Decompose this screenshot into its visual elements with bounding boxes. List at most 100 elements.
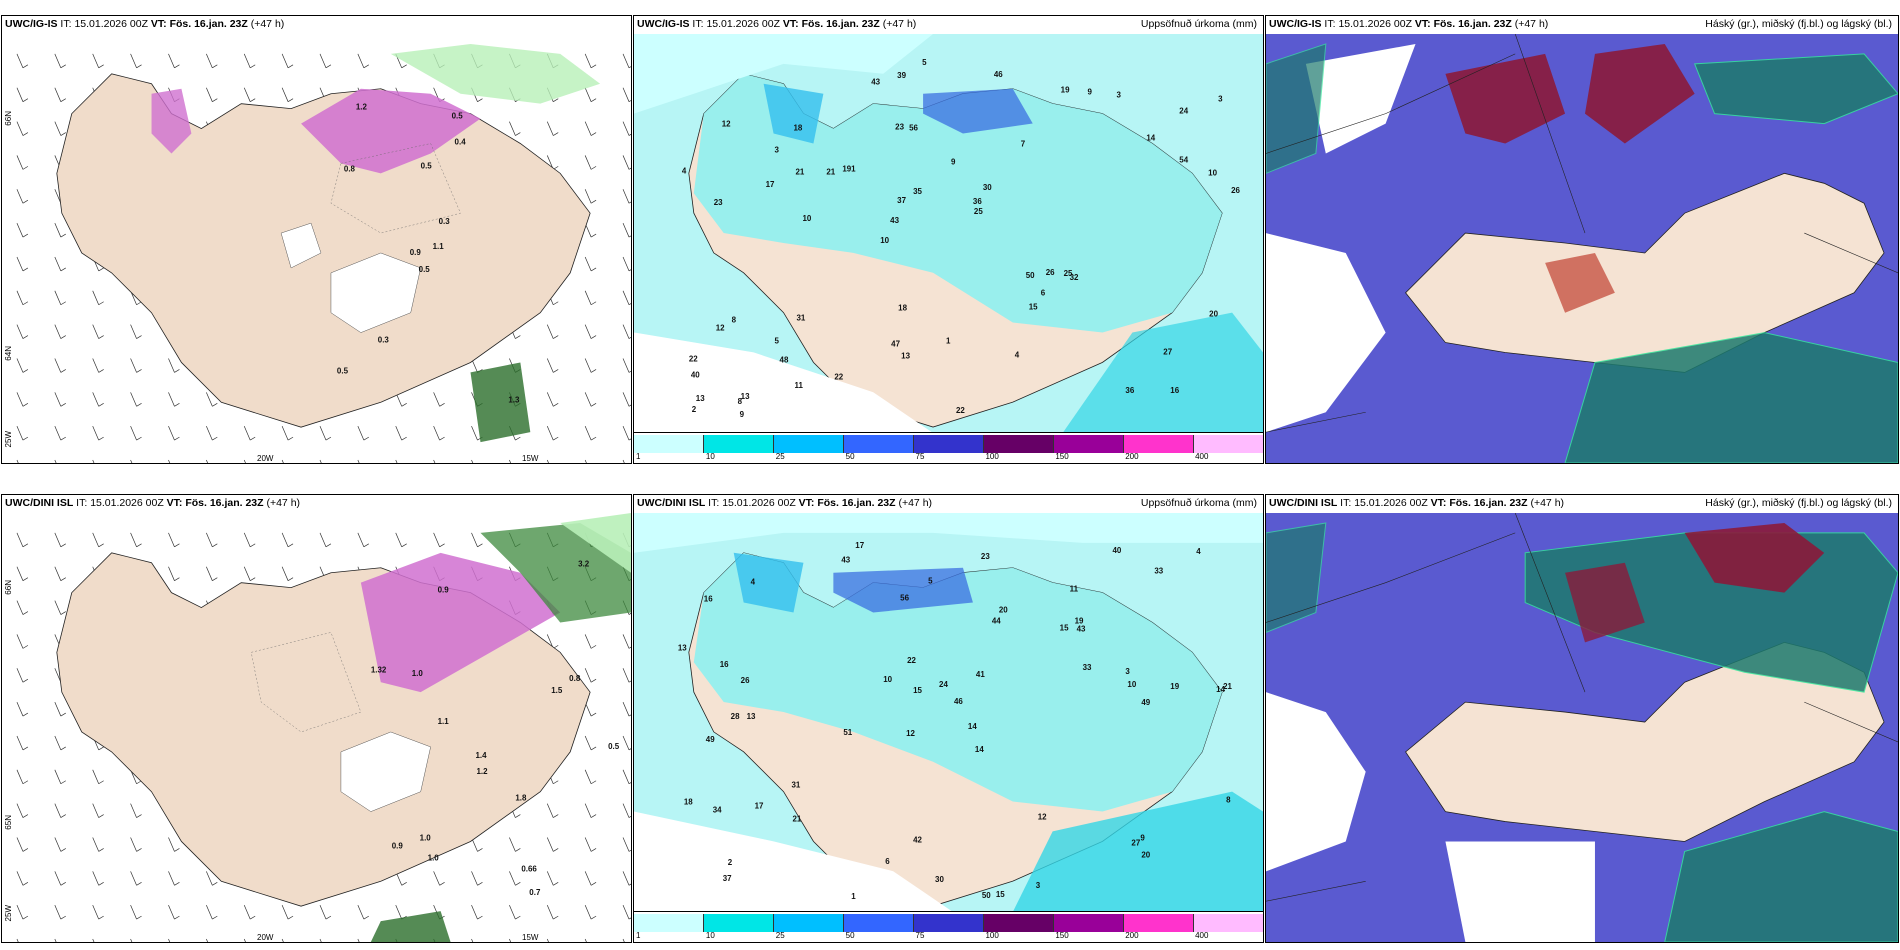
wind-barb: [546, 837, 559, 852]
precip-value-label: 7: [1021, 139, 1026, 148]
precip-value-label: 17: [855, 541, 864, 550]
precip-value-label: 13: [741, 392, 750, 401]
precip-value-label: 49: [1141, 698, 1150, 707]
wind-barb: [546, 324, 559, 339]
precip-coverage: [693, 73, 1223, 333]
wind-barb: [54, 600, 66, 615]
snow-depth-label: 0.5: [337, 366, 349, 375]
wind-barb: [584, 189, 597, 204]
wind-barb: [130, 324, 142, 339]
snow-depth-label: 1.4: [475, 751, 487, 760]
wind-barb: [16, 155, 29, 170]
legend-tick-label: 100: [985, 931, 999, 940]
precip-value-label: 3: [1125, 667, 1130, 676]
precip-map: 17 11 14 12 14 13 16 15 49 44 46 37 43 51 50 15 42 40 33 31…: [634, 513, 1263, 912]
wind-barb: [281, 426, 294, 441]
wind-barb: [622, 634, 631, 649]
precip-value-label: 20: [999, 606, 1008, 615]
precip-value-label: 3: [1036, 881, 1041, 890]
precip-value-label: 35: [913, 187, 922, 196]
wind-barb: [168, 532, 180, 548]
legend-swatch: [984, 914, 1054, 932]
precip-value-label: 12: [1038, 812, 1047, 821]
lon-label: 20W: [257, 454, 274, 463]
wind-barb: [357, 532, 370, 548]
legend-bar: [634, 914, 1263, 932]
high-cloud-2: [1584, 43, 1695, 144]
snow-depth-label: 0.5: [608, 742, 620, 751]
panel-precip-top: UWC/IG-IS IT: 15.01.2026 00Z VT: Fös. 16…: [633, 15, 1264, 464]
legend-swatch: [844, 914, 914, 932]
precip-value-label: 13: [901, 351, 910, 360]
legend-swatch: [704, 914, 774, 932]
panel-title: UWC/DINI ISL IT: 15.01.2026 00Z VT: Fös.…: [1269, 497, 1565, 509]
wind-barb: [243, 566, 256, 581]
high-cloud-2: [1565, 562, 1645, 643]
wind-barb: [92, 938, 95, 942]
wind-barb: [54, 222, 66, 238]
wind-barb: [206, 566, 218, 581]
precip-value-label: 18: [793, 124, 802, 133]
wind-barb: [584, 735, 597, 751]
precip-high: [923, 88, 1033, 134]
precip-value-label: 22: [956, 406, 965, 415]
precip-value-label: 8: [732, 316, 737, 325]
precip-value-label: 11: [794, 381, 803, 390]
region-lines: [1266, 513, 1898, 902]
precip-value-label: 4: [751, 578, 756, 587]
wind-barb: [16, 53, 29, 69]
legend-tick-label: 10: [705, 931, 715, 940]
snow-area-west: [151, 88, 192, 154]
snow-area: [360, 552, 561, 693]
precip-value-label: 23: [895, 123, 904, 132]
wind-barb: [546, 426, 559, 441]
snow-depth-label: 3.2: [578, 560, 590, 569]
wind-barb: [243, 905, 256, 920]
glacier-1: [340, 731, 431, 812]
legend-swatch: [1194, 435, 1263, 453]
cloud-map: [1266, 34, 1898, 463]
mid-cloud-ne: [1693, 53, 1898, 125]
wind-barb: [54, 358, 66, 373]
wind-barb: [433, 532, 445, 548]
snow-depth-label: 1.5: [551, 686, 563, 695]
precip-value-label: 1: [851, 892, 856, 901]
wind-barb: [395, 426, 407, 441]
wind-barb: [16, 600, 29, 615]
mid-cloud-se: [1564, 332, 1898, 463]
wind-barb: [584, 668, 597, 683]
precip-value-label: 20: [1209, 310, 1218, 319]
wind-barb: [357, 905, 370, 920]
precip-value-label: 10: [1127, 680, 1136, 689]
snow-depth-label: 0.5: [452, 112, 464, 121]
precip-value-label: 13: [678, 643, 687, 652]
wind-barb: [16, 392, 29, 407]
precip-value-label: 21: [792, 814, 801, 823]
precip-value-label: 9: [740, 410, 745, 419]
wind-barb: [168, 459, 171, 463]
wind-barb: [281, 459, 284, 463]
wind-barb: [584, 392, 597, 407]
panel-clouds-bottom: UWC/DINI ISL IT: 15.01.2026 00Z VT: Fös.…: [1265, 494, 1899, 943]
wind-barb: [92, 358, 104, 373]
precip-legend: 1 10 25 50 75 100 150 200 400: [634, 911, 1263, 942]
precip-value-label: 15: [1060, 623, 1069, 632]
wind-barb: [206, 426, 218, 441]
panel-title: UWC/IG-IS IT: 15.01.2026 00Z VT: Fös. 16…: [1269, 18, 1549, 30]
legend-tick-label: 75: [915, 452, 925, 461]
wind-barb: [54, 392, 66, 407]
wind-barb: [281, 87, 294, 102]
precip-value-label: 17: [755, 802, 764, 811]
panel-subtitle: Uppsöfnuð úrkoma (mm): [1140, 497, 1257, 509]
wind-barb: [130, 803, 142, 818]
wind-barb: [281, 566, 294, 581]
wind-barb: [54, 256, 66, 272]
snow-depth-label: 0.9: [438, 586, 450, 595]
wind-barb: [54, 769, 66, 785]
wind-barb: [584, 358, 597, 373]
wind-barb: [584, 634, 597, 649]
precip-value-label: 6: [885, 857, 890, 866]
precip-value-label: 14: [1146, 133, 1155, 142]
precip-value-label: 3: [775, 145, 780, 154]
legend-ticks: 1 10 25 50 75 100 150 200 400: [634, 452, 1263, 462]
